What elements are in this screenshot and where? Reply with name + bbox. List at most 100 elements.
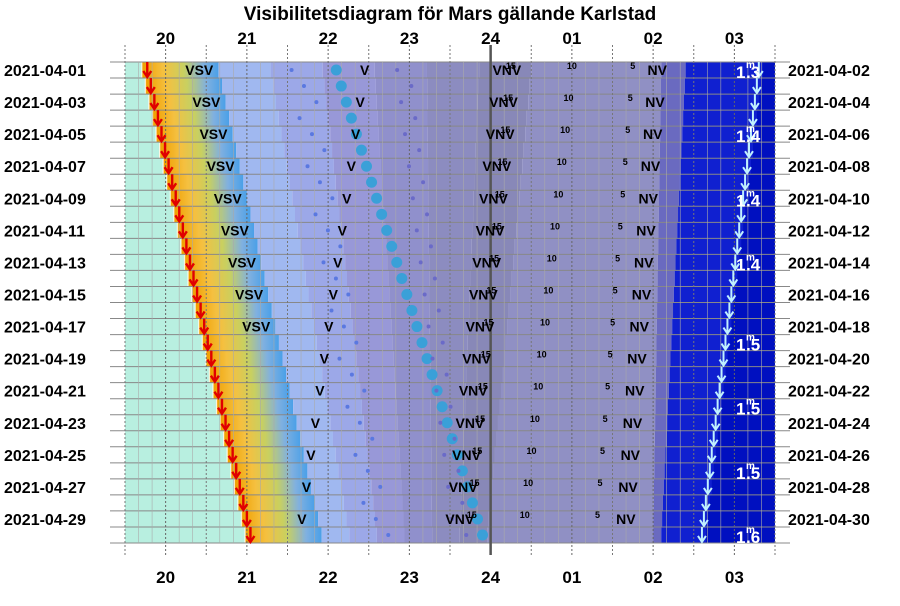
moon-up-band [717,430,775,448]
direction-label: NV [636,222,656,238]
direction-label: V [302,479,312,495]
night-band [250,206,295,223]
twilight-band [237,494,315,512]
night-band [403,510,432,528]
direction-label: VSV [192,94,221,110]
mars-position-dot [466,497,478,509]
small-position-dot [354,340,359,345]
night-band [284,142,333,159]
hour-tick-label-top: 01 [562,29,581,48]
small-position-dot [325,228,330,233]
night-band [338,462,370,480]
sunset-arrow [163,158,174,176]
sunset-arrow-head [216,407,227,416]
moon-rise-arrow [744,142,754,159]
magnitude-label: 1 m.4 [736,188,761,210]
night-band [369,462,401,480]
date-label-left: 2021-04-09 [4,191,86,208]
magnitude-unit: m [746,397,755,408]
altitude-label: 15 [495,189,505,199]
moon-up-band [745,206,775,223]
small-position-dot [421,180,426,185]
night-band [270,62,323,79]
altitude-label: 5 [595,510,600,520]
day-band [125,270,188,287]
small-position-dot [399,100,404,105]
altitude-label: 10 [560,125,570,135]
hour-tick-label-bottom: 22 [319,568,338,587]
small-position-dot [361,500,366,505]
sunset-arrow [170,190,181,208]
moon-rise-arrow [702,478,713,496]
moon-rise-arrow [722,318,733,336]
night-band [367,446,400,464]
night-band [463,430,497,448]
night-band [321,526,350,544]
sunset-arrow [224,430,235,448]
moon-up-band [762,62,775,79]
direction-label: NV [647,62,667,78]
mars-below-horizon-band [508,302,658,320]
night-band [472,222,517,239]
small-position-dot [422,292,427,297]
night-band [427,78,479,95]
magnitude-unit: m [746,60,755,71]
magnitude-label: 1 m.6 [736,525,760,547]
small-position-dot [464,532,469,537]
night-band [427,142,476,159]
dawn-band [658,206,679,223]
altitude-label: 15 [489,253,499,263]
twilight-band [233,478,311,496]
night-band [218,62,271,79]
small-position-dot [330,196,335,201]
moon-up-band [729,334,775,352]
mars-position-dot [401,288,413,300]
moon-rise-arrow-head [710,423,721,432]
altitude-label: 10 [537,350,547,360]
magnitude-value: 1 [736,464,745,483]
moon-rise-arrow [718,350,729,368]
altitude-label: 5 [620,189,625,199]
sunset-arrow-head [224,439,235,448]
mars-position-dot [361,160,373,172]
mars-position-dot [345,112,357,124]
moon-rise-arrow-head [699,519,709,528]
altitude-label: 5 [610,318,615,328]
direction-label: VNV [445,511,474,527]
moon-rise-arrow [752,78,762,95]
day-band [125,174,167,191]
small-position-dot [289,68,294,73]
moon-rise-arrow [742,158,752,176]
moon-up-band [705,526,775,544]
altitude-label: 10 [527,446,537,456]
night-band [361,398,397,416]
date-label-left: 2021-04-03 [4,95,86,112]
day-band [125,510,241,528]
moon-rise-arrow [697,526,707,544]
twilight-band [162,158,240,175]
night-band [225,94,276,111]
hour-tick-label-top: 03 [725,29,744,48]
small-position-dot [378,484,383,489]
moon-rise-arrow-head [708,439,719,448]
date-label-right: 2021-04-04 [788,95,870,112]
moon-up-band [713,462,775,480]
date-label-right: 2021-04-20 [788,352,870,369]
altitude-label: 15 [484,318,494,328]
night-band [275,318,314,336]
dawn-band [654,430,667,448]
sunset-arrow [216,398,227,416]
direction-label: NV [630,319,650,335]
sunset-arrow [234,478,245,497]
direction-label: NV [632,286,652,302]
direction-label: VNV [492,62,521,78]
small-position-dot [440,340,445,345]
day-band [125,430,224,448]
night-band [380,158,429,175]
night-band [281,126,331,143]
magnitude-unit: m [746,124,755,135]
small-position-dot [365,468,370,473]
direction-label: V [347,158,357,174]
magnitude-label: 1 m.4 [736,252,761,274]
twilight-band [187,270,265,287]
